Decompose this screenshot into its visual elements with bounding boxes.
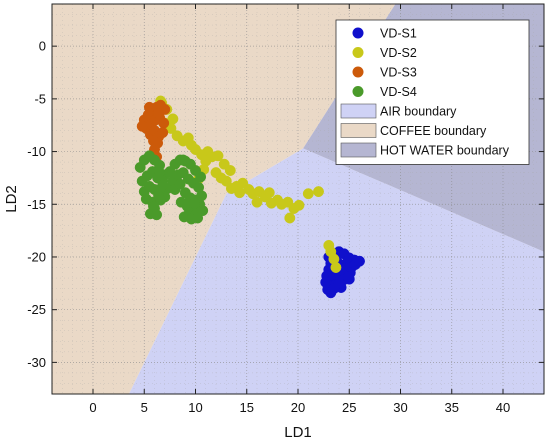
legend-swatch [340, 123, 377, 138]
x-axis-label: LD1 [284, 424, 312, 441]
x-tick-label: 30 [393, 400, 407, 415]
data-point [354, 255, 365, 267]
x-tick-label: 10 [188, 400, 202, 415]
legend: VD-S1 VD-S2 VD-S3 VD-S4 AIR boundary COFFEE b… [335, 19, 530, 165]
legend-item-air-boundary: AIR boundary [340, 103, 457, 119]
grid [52, 4, 544, 394]
data-point [313, 186, 324, 198]
coffee-region [52, 4, 396, 394]
data-point [143, 101, 155, 113]
data-point [333, 277, 345, 289]
data-point [215, 172, 227, 184]
data-point [189, 197, 200, 209]
data-points [134, 95, 365, 299]
x-tick-label: 40 [496, 400, 510, 415]
data-point [157, 127, 169, 139]
data-point [302, 188, 314, 200]
data-point [174, 178, 186, 190]
legend-marker [352, 47, 364, 58]
legend-swatch [340, 142, 377, 158]
data-point [154, 167, 166, 179]
legend-label: VD-S3 [380, 66, 417, 80]
data-point [157, 179, 169, 191]
x-tick-label: 35 [445, 400, 459, 415]
data-point [192, 212, 204, 224]
legend-swatch [340, 103, 377, 119]
x-tick-label: 0 [89, 400, 96, 415]
data-point [224, 165, 236, 176]
x-tick-label: 20 [291, 400, 305, 415]
data-point [293, 199, 305, 211]
data-point [148, 135, 159, 147]
legend-label: COFFEE boundary [380, 124, 487, 138]
legend-label: VD-S2 [380, 46, 417, 60]
y-tick-label: -5 [34, 91, 46, 106]
data-point [325, 246, 337, 258]
data-point [234, 187, 246, 199]
x-tick-label: 15 [240, 400, 254, 415]
data-point [158, 117, 170, 129]
data-point [195, 171, 207, 183]
data-point [155, 194, 167, 206]
x-tick-label: 5 [141, 400, 148, 415]
series-vd-s1 [320, 246, 365, 299]
legend-box [335, 19, 530, 165]
legend-item-hot-water-boundary: HOT WATER boundary [340, 142, 510, 158]
data-point [263, 187, 275, 199]
data-point [320, 276, 332, 288]
legend-item-vd-s1: VD-S1 [352, 27, 417, 41]
y-axis-label: LD2 [3, 185, 20, 213]
data-point [196, 190, 208, 202]
y-tick-label: 0 [39, 39, 46, 54]
legend-marker [352, 66, 364, 78]
x-tick-label: 25 [342, 400, 356, 415]
data-point [330, 262, 342, 273]
legend-label: VD-S1 [380, 27, 417, 41]
legend-label: HOT WATER boundary [380, 144, 510, 158]
legend-label: AIR boundary [380, 105, 457, 119]
y-tick-label: -25 [27, 302, 46, 317]
data-point [153, 108, 165, 120]
legend-item-vd-s2: VD-S2 [352, 46, 417, 60]
y-tick-label: -10 [27, 144, 46, 159]
legend-item-vd-s4: VD-S4 [352, 85, 417, 99]
data-point [284, 212, 296, 224]
y-tick-label: -30 [27, 355, 46, 370]
legend-item-vd-s3: VD-S3 [352, 66, 417, 80]
y-tick-label: -15 [27, 197, 46, 212]
data-point [136, 120, 148, 132]
data-point [342, 271, 354, 283]
legend-marker [352, 86, 364, 97]
series-vd-s4 [134, 150, 209, 225]
legend-label: VD-S4 [380, 85, 417, 99]
data-point [251, 196, 263, 208]
data-point [212, 150, 224, 162]
data-point [177, 154, 189, 166]
data-point [325, 287, 337, 299]
data-point [148, 200, 159, 212]
axis-ticks: 0 5 10 15 20 25 30 35 40 0 -5 -10 -15 -20 -25 -30 [27, 4, 544, 415]
legend-marker [352, 27, 364, 39]
legend-item-coffee-boundary: COFFEE boundary [340, 123, 487, 138]
y-tick-label: -20 [27, 249, 46, 264]
